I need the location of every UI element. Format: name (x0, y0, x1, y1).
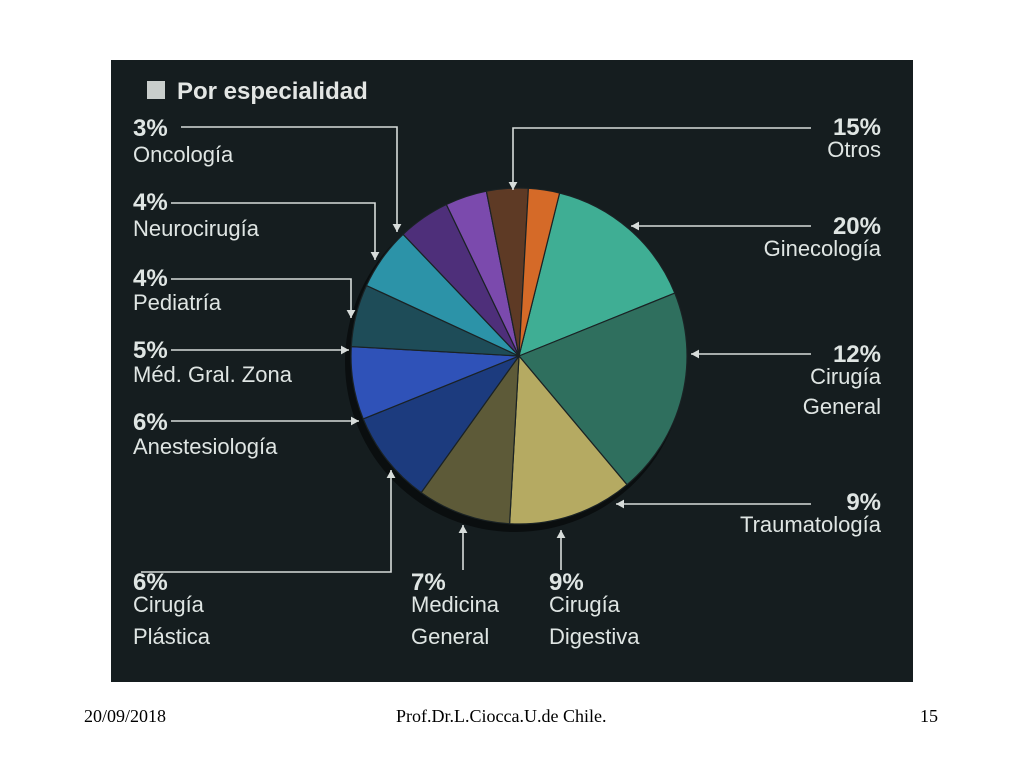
leader-line-cirugia-plastica (141, 470, 392, 573)
leader-line-neurocirugia (171, 202, 376, 260)
slice-label-ginecologia: Ginecología (764, 236, 882, 261)
slice-label-otros: Otros (827, 137, 881, 162)
leader-arrow-pediatria (346, 310, 356, 318)
slice-label-medicina-general: Medicina (411, 592, 500, 617)
slice-label-oncologia: Oncología (133, 142, 234, 167)
pie-chart: Por especialidad 15%Otros 20%Ginecología 1… (133, 78, 882, 649)
leader-arrow-ginecologia (631, 221, 639, 231)
leader-line-oncologia (181, 126, 398, 232)
slice-label-cirugia-general: General (803, 394, 881, 419)
pie-slice-ginecologia (518, 292, 688, 486)
pie-slice-oncologia (518, 187, 561, 357)
slice-percent-neurocirugia: 4% (133, 189, 168, 216)
leader-arrow-cirugia-plastica (386, 470, 396, 478)
leader-arrow-cirugia-digestiva (556, 530, 566, 538)
slice-label-cirugia-plastica: Plástica (133, 624, 211, 649)
chart-title: Por especialidad (177, 78, 368, 105)
leader-line-pediatria (171, 278, 352, 318)
slice-label-traumatologia: Traumatología (740, 512, 882, 537)
slice-percent-traumatologia: 9% (846, 489, 881, 516)
leader-arrow-medicina-general (458, 525, 468, 533)
footer-author: Prof.Dr.L.Ciocca.U.de Chile. (396, 706, 607, 726)
slice-labels: 15%Otros20%Ginecología12%CirugíaGeneral9… (133, 114, 882, 649)
leader-arrow-traumatologia (616, 499, 624, 509)
slice-percent-ginecologia: 20% (833, 213, 881, 240)
slice-percent-cirugia-general: 12% (833, 341, 881, 368)
slice-label-cirugia-plastica: Cirugía (133, 592, 205, 617)
pie-slice-traumatologia (420, 353, 520, 525)
leader-arrow-med-gral-zona (341, 345, 349, 355)
slice-percent-medicina-general: 7% (411, 569, 446, 596)
pie-slice-cirugia-general (508, 354, 628, 525)
slice-percent-anestesiologia: 6% (133, 409, 168, 436)
slice-percent-otros: 15% (833, 114, 881, 141)
leader-arrow-cirugia-general (691, 349, 699, 359)
slice-percent-med-gral-zona: 5% (133, 337, 168, 364)
slice-percent-pediatria: 4% (133, 265, 168, 292)
title-marker (147, 81, 165, 99)
pie-slice-otros (518, 192, 676, 357)
slice-label-med-gral-zona: Méd. Gral. Zona (133, 362, 293, 387)
slice-label-neurocirugia: Neurocirugía (133, 216, 260, 241)
slice-label-pediatria: Pediatría (133, 290, 222, 315)
leader-arrow-neurocirugia (370, 252, 380, 260)
slice-label-cirugia-digestiva: Digestiva (549, 624, 640, 649)
footer-page-number: 15 (920, 706, 938, 726)
slice-percent-oncologia: 3% (133, 115, 168, 142)
slice-label-medicina-general: General (411, 624, 489, 649)
slice-label-cirugia-digestiva: Cirugía (549, 592, 621, 617)
pie-slices (345, 187, 688, 532)
leader-lines (141, 126, 811, 573)
pie-slice-cirugia-digestiva (362, 354, 521, 494)
slice-label-anestesiologia: Anestesiología (133, 434, 278, 459)
leader-line-otros (512, 127, 811, 190)
leader-arrow-anestesiologia (351, 416, 359, 426)
slice-label-cirugia-general: Cirugía (810, 364, 882, 389)
slice-percent-cirugia-plastica: 6% (133, 569, 168, 596)
slice-percent-cirugia-digestiva: 9% (549, 569, 584, 596)
chart-panel: Por especialidad 15% Otros 20% Ginecología 1… (111, 60, 913, 682)
leader-arrow-otros (508, 182, 518, 190)
footer-date: 20/09/2018 (84, 706, 167, 726)
leader-arrow-oncologia (392, 224, 402, 232)
